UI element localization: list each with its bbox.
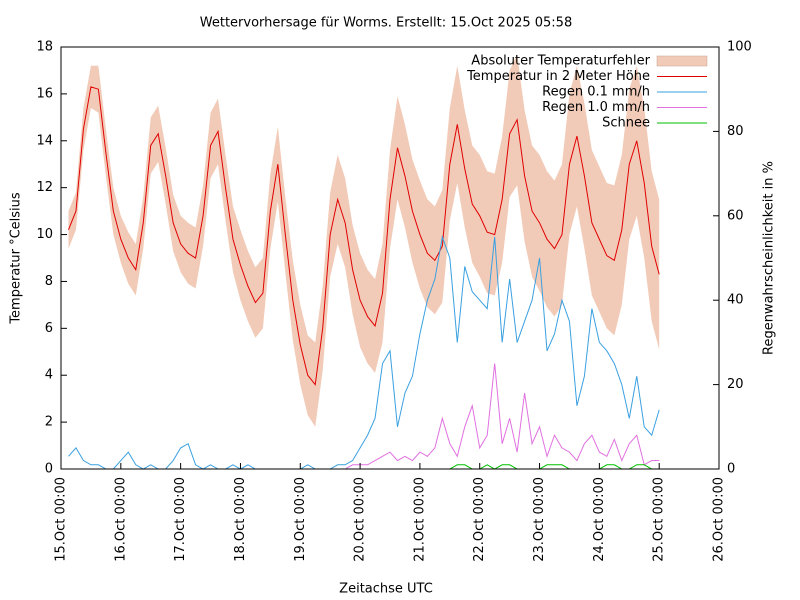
x-tick-label: 17.Oct 00:00 bbox=[173, 477, 188, 562]
y-tick-label: 8 bbox=[45, 274, 53, 289]
y-tick-label: 4 bbox=[45, 368, 53, 383]
y-tick-label: 18 bbox=[36, 40, 53, 55]
series-line bbox=[68, 86, 660, 386]
legend-label: Absoluter Temperaturfehler bbox=[471, 54, 650, 69]
y-tick-label: 2 bbox=[45, 415, 53, 430]
y-tick-label: 12 bbox=[36, 180, 53, 195]
legend-label: Regen 0.1 mm/h bbox=[542, 85, 650, 100]
y2-tick-label: 60 bbox=[727, 208, 744, 223]
x-tick-label: 20.Oct 00:00 bbox=[353, 477, 368, 562]
y2-tick-label: 20 bbox=[727, 377, 744, 392]
x-tick-label: 15.Oct 00:00 bbox=[54, 477, 69, 562]
y-axis-label: Temperatur °Celsius bbox=[9, 192, 24, 325]
y-tick-label: 0 bbox=[45, 462, 53, 477]
x-tick-label: 18.Oct 00:00 bbox=[233, 477, 248, 562]
legend-label: Temperatur in 2 Meter Höhe bbox=[466, 69, 650, 84]
x-tick-label: 23.Oct 00:00 bbox=[532, 477, 547, 562]
x-tick-label: 25.Oct 00:00 bbox=[652, 477, 667, 562]
x-tick-label: 24.Oct 00:00 bbox=[592, 477, 607, 562]
x-tick-label: 19.Oct 00:00 bbox=[293, 477, 308, 562]
series-line bbox=[68, 234, 660, 470]
y2-tick-label: 100 bbox=[727, 40, 752, 55]
x-tick-label: 22.Oct 00:00 bbox=[472, 477, 487, 562]
x-tick-label: 26.Oct 00:00 bbox=[712, 477, 727, 562]
x-tick-label: 16.Oct 00:00 bbox=[113, 477, 128, 562]
y-tick-label: 16 bbox=[36, 86, 53, 101]
plot-frame bbox=[60, 46, 720, 470]
error-band bbox=[68, 54, 660, 427]
y-tick-label: 6 bbox=[45, 321, 53, 336]
x-tick-label: 21.Oct 00:00 bbox=[412, 477, 427, 562]
x-axis-label: Zeitachse UTC bbox=[339, 582, 433, 597]
y2-tick-label: 80 bbox=[727, 124, 744, 139]
y2-tick-label: 0 bbox=[727, 462, 735, 477]
y-tick-label: 10 bbox=[36, 227, 53, 242]
y2-axis-label: Regenwahrscheinlichkeit in % bbox=[762, 161, 777, 355]
legend-swatch bbox=[656, 55, 708, 67]
y-tick-label: 14 bbox=[36, 133, 53, 148]
legend-label: Schnee bbox=[602, 116, 650, 131]
legend-label: Regen 1.0 mm/h bbox=[542, 100, 650, 115]
y2-tick-label: 40 bbox=[727, 293, 744, 308]
chart-title: Wettervorhersage für Worms. Erstellt: 15… bbox=[200, 16, 572, 31]
